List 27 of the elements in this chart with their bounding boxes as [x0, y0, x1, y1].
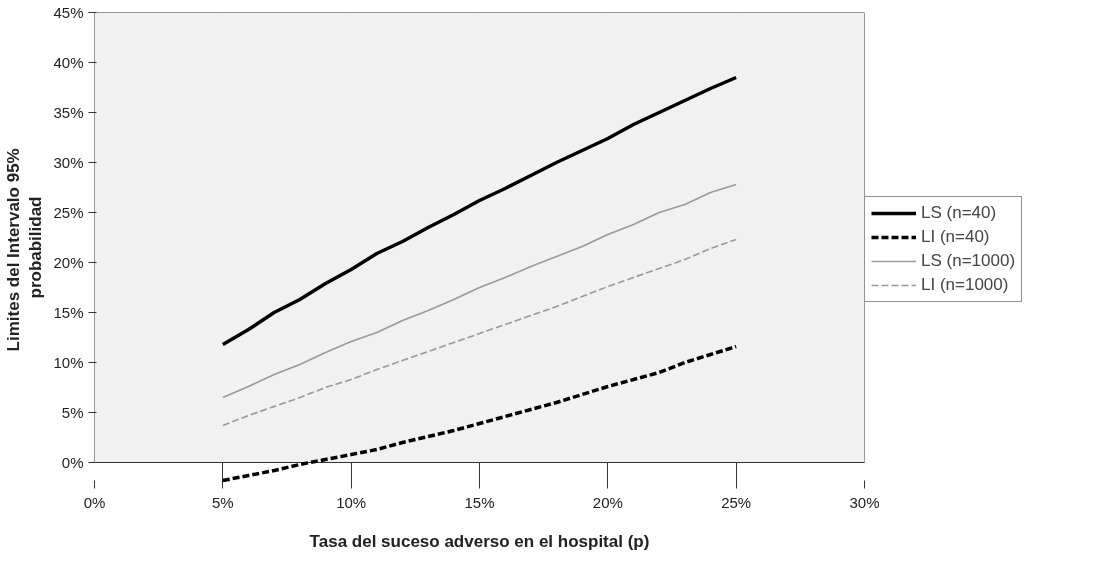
legend-label: LS (n=1000)	[921, 251, 1016, 271]
y-tick-label: 30%	[53, 154, 84, 171]
y-tick-label: 15%	[53, 304, 84, 321]
x-tick-label: 20%	[592, 493, 623, 511]
legend-label: LI (n=40)	[921, 227, 990, 247]
line-series	[221, 75, 738, 347]
x-tick-label: 5%	[211, 493, 234, 511]
x-tick-label: 10%	[336, 493, 367, 511]
y-tick-label: 40%	[53, 54, 84, 71]
line-series	[222, 183, 737, 399]
y-tick-label: 10%	[53, 354, 84, 371]
x-tick-label: 30%	[849, 493, 880, 511]
y-tick-label: 35%	[53, 104, 84, 121]
line-series	[221, 344, 738, 483]
legend-label: LS (n=40)	[921, 203, 997, 223]
y-axis-title: Limites del Intervalo 95% probabilidad	[3, 148, 46, 352]
line-series	[222, 238, 737, 427]
x-tick-label: 0%	[83, 493, 106, 511]
y-tick-label: 45%	[53, 4, 84, 21]
y-tick-label: 0%	[61, 454, 84, 471]
y-tick-label: 20%	[53, 254, 84, 271]
legend-label: LI (n=1000)	[921, 275, 1009, 295]
y-tick-label: 25%	[53, 204, 84, 221]
y-tick-label: 5%	[61, 404, 84, 421]
x-tick-label: 25%	[721, 493, 752, 511]
x-tick-label: 15%	[464, 493, 495, 511]
x-axis-title: Tasa del suceso adverso en el hospital (p)	[309, 531, 650, 551]
